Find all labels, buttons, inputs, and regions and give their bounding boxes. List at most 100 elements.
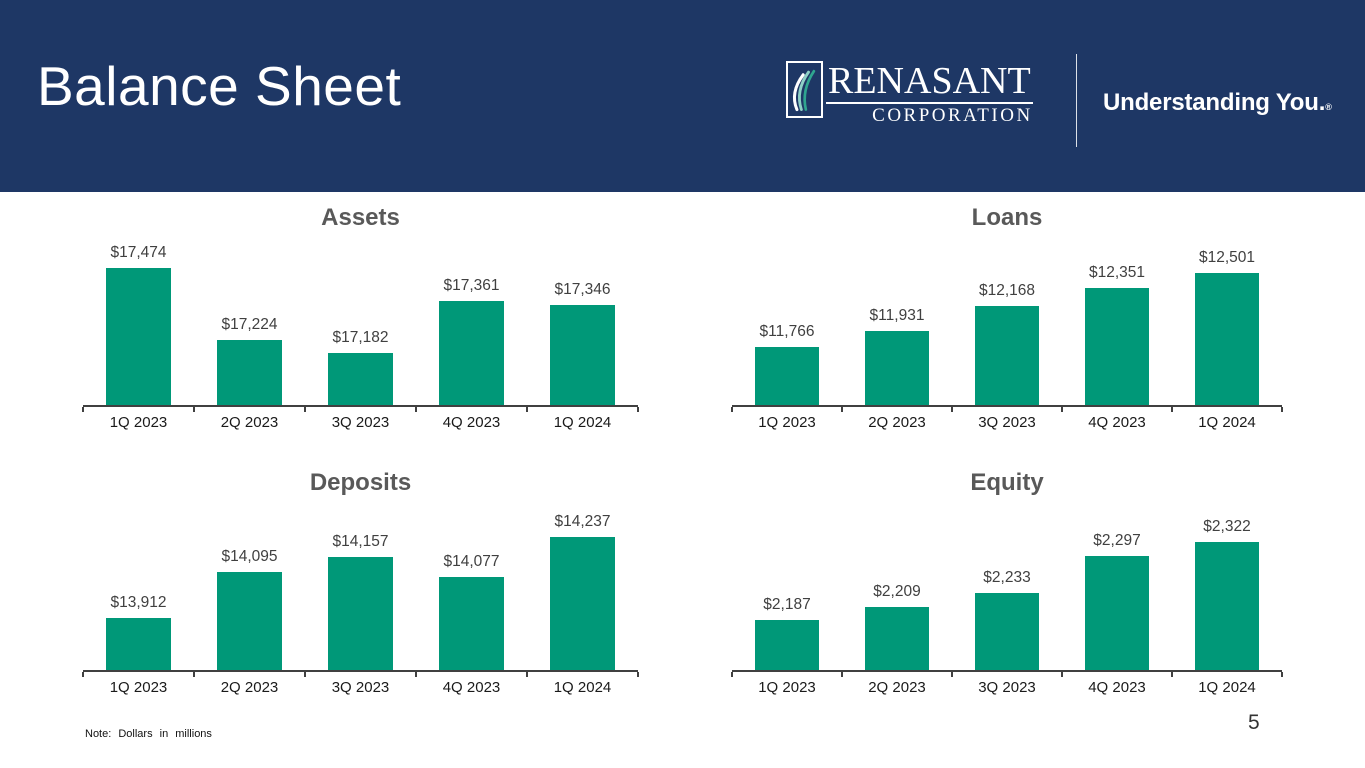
value-label: $14,237 xyxy=(554,513,611,530)
x-tick-label: 4Q 2023 xyxy=(442,679,501,696)
x-tick-label: 1Q 2023 xyxy=(758,679,816,696)
x-tick-label: 1Q 2024 xyxy=(553,679,612,696)
bar xyxy=(755,347,819,405)
value-label: $12,351 xyxy=(1088,264,1146,281)
x-tick-label: 4Q 2023 xyxy=(1088,679,1146,696)
chart-equity: Equity $2,187 $2,209 $2,233 $2,297 $2,322 1Q… xyxy=(731,469,1283,696)
bar-slot: $12,351 xyxy=(1062,232,1172,405)
axis-tick xyxy=(415,672,417,677)
bar xyxy=(1195,273,1259,405)
axis-tick xyxy=(526,672,528,677)
value-label: $17,474 xyxy=(110,244,167,261)
axis-tick xyxy=(415,407,417,412)
plot-area: $11,766 $11,931 $12,168 $12,351 $12,501 xyxy=(732,232,1282,407)
axis-tick xyxy=(1061,672,1063,677)
axis-tick xyxy=(304,672,306,677)
axis-tick xyxy=(193,672,195,677)
axis-tick xyxy=(841,672,843,677)
value-label: $17,346 xyxy=(554,281,611,298)
bar xyxy=(439,301,504,405)
bar xyxy=(550,537,615,670)
value-label: $13,912 xyxy=(110,594,167,611)
bar xyxy=(106,268,171,405)
axis-tick xyxy=(1171,407,1173,412)
bar xyxy=(1195,542,1259,670)
axis-tick xyxy=(637,672,639,677)
bar xyxy=(439,577,504,670)
bar-slot: $2,322 xyxy=(1172,497,1282,670)
value-label: $17,224 xyxy=(221,316,278,333)
x-tick-label: 2Q 2023 xyxy=(220,679,279,696)
logo-text: RENASANT CORPORATION xyxy=(826,61,1033,127)
x-tick-label: 1Q 2024 xyxy=(1198,679,1256,696)
axis-tick xyxy=(82,407,84,412)
value-label: $2,233 xyxy=(983,569,1031,586)
bar-slot: $2,297 xyxy=(1062,497,1172,670)
bar-slot: $12,501 xyxy=(1172,232,1282,405)
slide-header: Balance Sheet RENASANT CORPORATION Under… xyxy=(0,0,1365,192)
bar-slot: $14,237 xyxy=(527,497,638,670)
axis-tick xyxy=(1061,407,1063,412)
bar xyxy=(1085,288,1149,405)
value-label: $17,361 xyxy=(443,277,500,294)
tagline-text: Understanding You. xyxy=(1103,89,1326,116)
x-tick-label: 1Q 2023 xyxy=(758,414,816,431)
logo-wordmark: RENASANT xyxy=(826,60,1033,104)
value-label: $17,182 xyxy=(332,329,389,346)
value-label: $2,322 xyxy=(1203,518,1251,535)
bar xyxy=(550,305,615,405)
bar-slot: $17,182 xyxy=(305,232,416,405)
bar xyxy=(975,306,1039,405)
axis-tick xyxy=(1171,672,1173,677)
x-tick-label: 2Q 2023 xyxy=(220,414,279,431)
x-tick-label: 1Q 2024 xyxy=(1198,414,1256,431)
chart-title: Assets xyxy=(321,204,400,231)
bar xyxy=(1085,556,1149,670)
x-axis: 1Q 2023 2Q 2023 3Q 2023 4Q 2023 1Q 2024 xyxy=(82,407,639,431)
renasant-logo: RENASANT CORPORATION xyxy=(786,61,1033,127)
page-number: 5 xyxy=(1248,711,1260,734)
x-axis: 1Q 2023 2Q 2023 3Q 2023 4Q 2023 1Q 2024 xyxy=(731,672,1283,696)
bar-slot: $2,233 xyxy=(952,497,1062,670)
x-tick-label: 3Q 2023 xyxy=(331,414,390,431)
x-tick-label: 2Q 2023 xyxy=(868,679,926,696)
chart-deposits: Deposits $13,912 $14,095 $14,157 $14,077 $14… xyxy=(82,469,639,696)
x-tick-label: 3Q 2023 xyxy=(978,414,1036,431)
bar xyxy=(217,340,282,405)
value-label: $14,077 xyxy=(443,553,500,570)
axis-tick xyxy=(731,672,733,677)
axis-tick xyxy=(637,407,639,412)
bar xyxy=(865,607,929,670)
axis-tick xyxy=(731,407,733,412)
bar-slot: $14,077 xyxy=(416,497,527,670)
bar-slot: $14,095 xyxy=(194,497,305,670)
bar-slot: $11,766 xyxy=(732,232,842,405)
chart-loans: Loans $11,766 $11,931 $12,168 $12,351 $12,50… xyxy=(731,204,1283,431)
renasant-swoosh-icon xyxy=(786,61,823,118)
bar-slot: $12,168 xyxy=(952,232,1062,405)
chart-title: Deposits xyxy=(309,469,412,496)
value-label: $14,157 xyxy=(332,533,389,550)
axis-tick xyxy=(526,407,528,412)
value-label: $11,766 xyxy=(759,323,815,340)
bar-slot: $14,157 xyxy=(305,497,416,670)
bar xyxy=(975,593,1039,670)
bar xyxy=(755,620,819,670)
value-label: $12,501 xyxy=(1198,249,1256,266)
x-tick-label: 4Q 2023 xyxy=(442,414,501,431)
bar-slot: $2,209 xyxy=(842,497,952,670)
axis-tick xyxy=(951,407,953,412)
plot-area: $2,187 $2,209 $2,233 $2,297 $2,322 xyxy=(732,497,1282,672)
bar-slot: $17,224 xyxy=(194,232,305,405)
tagline: Understanding You.® xyxy=(1103,89,1332,117)
bar-slot: $2,187 xyxy=(732,497,842,670)
x-tick-label: 1Q 2023 xyxy=(109,414,168,431)
axis-tick xyxy=(304,407,306,412)
page-title: Balance Sheet xyxy=(37,55,402,117)
axis-tick xyxy=(82,672,84,677)
axis-tick xyxy=(193,407,195,412)
footnote: Note: Dollars in millions xyxy=(85,728,212,740)
value-label: $2,209 xyxy=(873,583,921,600)
logo-subtitle: CORPORATION xyxy=(872,105,1033,126)
header-divider xyxy=(1076,54,1077,147)
